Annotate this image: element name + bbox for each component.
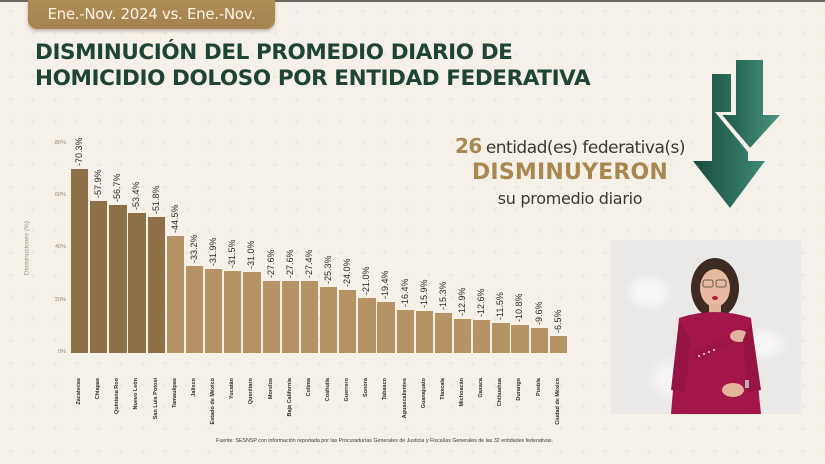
- summary-line-1: 26 entidad(es) federativa(s): [440, 134, 700, 158]
- bar-value-label: -11.5%: [495, 292, 506, 320]
- x-axis-category-label: Baja California: [286, 378, 293, 417]
- summary-line-3: su promedio diario: [497, 189, 643, 208]
- x-axis-category-label: Ciudad de México: [554, 378, 561, 425]
- x-axis-category-label: Guanajuato: [420, 378, 427, 409]
- bar: [166, 236, 185, 353]
- y-tick: 20%: [54, 297, 66, 303]
- bar-value-label: -15.3%: [437, 281, 448, 310]
- bar: [224, 270, 242, 353]
- x-axis-category-label: Zacatecas: [76, 378, 82, 405]
- bar: [339, 290, 357, 353]
- x-axis-category-label: Estado de México: [210, 378, 217, 425]
- x-axis-category-label: Jalisco: [190, 378, 197, 397]
- bar: [185, 266, 204, 353]
- x-axis-category-label: San Luis Potosí: [152, 378, 159, 420]
- x-axis-category-label: Nuevo León: [133, 378, 140, 410]
- y-tick: 80%: [54, 140, 66, 146]
- period-badge: Ene.-Nov. 2024 vs. Ene.-Nov. 2025: [28, 0, 275, 51]
- y-tick: 0%: [58, 349, 66, 355]
- x-axis-category-label: Sonora: [363, 378, 370, 397]
- bar: [434, 312, 453, 353]
- x-axis-category-label: Chiapas: [95, 378, 102, 400]
- x-axis-category-label: Yucatán: [229, 378, 236, 400]
- bar-value-label: -27.4%: [303, 249, 314, 279]
- bar: [128, 213, 146, 353]
- bar: [109, 204, 127, 353]
- bar: [358, 298, 376, 353]
- title-line-2: HOMICIDIO DOLOSO POR ENTIDAD FEDERATIVA: [35, 66, 591, 91]
- summary-block: 26 entidad(es) federativa(s) DISMINUYERON…: [440, 134, 700, 208]
- bar-value-label: -24.0%: [342, 258, 353, 288]
- x-axis-category-label: Coahuila: [324, 378, 331, 402]
- bar: [549, 335, 568, 353]
- bar: [90, 201, 108, 353]
- x-axis-category-label: Puebla: [535, 378, 542, 397]
- y-tick: 40%: [54, 244, 66, 250]
- x-axis-category-label: Morelos: [267, 378, 274, 400]
- bar: [530, 327, 548, 353]
- bar-value-label: -25.3%: [322, 255, 333, 284]
- double-down-arrow-icon: [693, 60, 780, 210]
- title-line-1: DISMINUCIÓN DEL PROMEDIO DIARIO DE: [35, 40, 513, 65]
- bar: [454, 319, 472, 353]
- bar-value-label: -51.8%: [150, 185, 161, 215]
- bar-value-label: -15.9%: [418, 279, 429, 309]
- bar-value-label: -10.8%: [514, 293, 525, 322]
- x-axis-category-label: Tlaxcala: [439, 378, 446, 400]
- bar-value-label: -9.6%: [533, 301, 544, 325]
- bar: [243, 271, 261, 353]
- summary-line-1-text: entidad(es) federativa(s): [485, 138, 686, 158]
- bar-value-label: -31.5%: [227, 238, 238, 268]
- bar-value-label: -12.9%: [457, 287, 467, 317]
- y-tick: 60%: [54, 192, 66, 198]
- page-title: DISMINUCIÓN DEL PROMEDIO DIARIO DE HOMIC…: [35, 40, 595, 92]
- x-axis-category-label: Tamaulipas: [171, 378, 178, 408]
- bar-value-label: -56.7%: [112, 172, 123, 202]
- bar-value-label: -6.5%: [552, 309, 563, 333]
- x-axis-category-label: Michoacán: [459, 378, 465, 407]
- bar-value-label: -16.4%: [399, 278, 410, 308]
- bar-value-label: -57.9%: [93, 169, 104, 199]
- bar: [319, 286, 338, 353]
- bar-value-label: -12.6%: [476, 288, 487, 317]
- x-axis-category-label: Tabasco: [382, 378, 389, 400]
- bar-value-label: -27.6%: [284, 249, 295, 278]
- bar: [511, 324, 529, 353]
- summary-headline: DISMINUYERON: [471, 160, 669, 185]
- bar: [492, 322, 510, 353]
- bar-value-label: -31.0%: [246, 240, 257, 269]
- bar: [262, 280, 280, 353]
- bar: [71, 168, 89, 353]
- bar-value-label: -21.0%: [361, 266, 372, 295]
- bar: [415, 311, 433, 353]
- bar-value-label: -70.3%: [74, 137, 84, 166]
- bar: [147, 217, 165, 353]
- bar: [281, 280, 299, 353]
- bar: [473, 320, 491, 353]
- x-axis-category-label: Oaxaca: [478, 378, 485, 398]
- bar: [377, 302, 395, 353]
- x-axis-category-label: Durango: [516, 378, 523, 401]
- x-axis-category-label: Quintana Roo: [114, 378, 121, 415]
- bar-value-label: -31.9%: [208, 237, 219, 267]
- x-axis-category-label: Querétaro: [248, 378, 255, 405]
- x-axis-category-label: Guerrero: [344, 378, 351, 402]
- bar-value-label: -33.2%: [188, 234, 199, 264]
- source-note: Fuente: SESNSP con información reportada…: [216, 438, 554, 444]
- bar: [205, 269, 223, 353]
- bar-value-label: -44.5%: [169, 204, 180, 234]
- x-axis-category-label: Aguascalientes: [401, 378, 408, 419]
- interpreter-figure: [671, 258, 761, 414]
- bar: [396, 310, 414, 353]
- bar-value-label: -19.4%: [380, 270, 391, 300]
- top-border: [0, 0, 825, 2]
- summary-count: 26: [454, 134, 482, 158]
- x-axis-category-label: Colima: [305, 378, 312, 397]
- x-axis-category-label: Chihuahua: [497, 378, 504, 407]
- bar-value-label: -27.6%: [265, 249, 276, 278]
- sign-language-video-inset: [611, 240, 801, 414]
- bar: [300, 281, 319, 353]
- y-axis-label: Disminuciones (%): [23, 220, 31, 276]
- bar-value-label: -53.4%: [131, 181, 142, 211]
